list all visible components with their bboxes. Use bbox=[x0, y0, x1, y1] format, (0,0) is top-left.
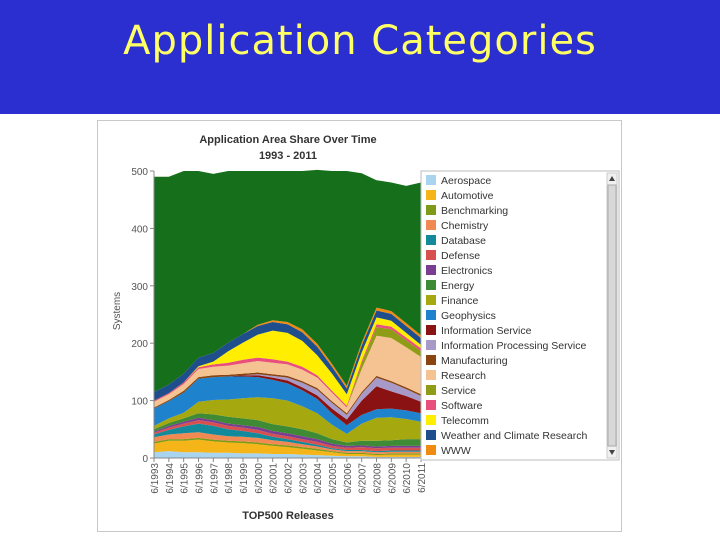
y-tick-label: 100 bbox=[131, 397, 148, 408]
area-series-19 bbox=[154, 169, 421, 392]
x-tick-label: 6/2007 bbox=[358, 463, 369, 494]
legend-swatch bbox=[426, 295, 436, 305]
legend-item-label[interactable]: WWW bbox=[441, 445, 471, 457]
legend-item-label[interactable]: Finance bbox=[441, 295, 479, 307]
legend-item-label[interactable]: Automotive bbox=[441, 190, 494, 202]
area-series-13 bbox=[154, 335, 421, 414]
area-series-4 bbox=[154, 423, 421, 453]
area-series-5 bbox=[154, 420, 421, 452]
x-tick-label: 6/2006 bbox=[343, 463, 354, 494]
x-tick-label: 6/2001 bbox=[269, 463, 280, 494]
legend-swatch bbox=[426, 355, 436, 365]
x-tick-label: 6/2004 bbox=[313, 463, 324, 494]
legend-item-label[interactable]: Defense bbox=[441, 250, 480, 262]
chart-title: Application Area Share Over Time bbox=[199, 134, 376, 146]
x-tick-label: 6/1993 bbox=[150, 463, 161, 494]
legend-swatch bbox=[426, 430, 436, 440]
legend-item-label[interactable]: Database bbox=[441, 235, 486, 247]
area-series-1 bbox=[154, 439, 421, 457]
y-tick-label: 200 bbox=[131, 339, 148, 350]
legend-swatch bbox=[426, 250, 436, 260]
area-series-16 bbox=[154, 317, 421, 406]
x-tick-label: 6/2002 bbox=[284, 463, 295, 494]
x-tick-label: 6/2005 bbox=[328, 463, 339, 494]
y-tick-label: 500 bbox=[131, 167, 148, 178]
area-series-3 bbox=[154, 432, 421, 454]
area-series-12 bbox=[154, 372, 421, 415]
legend-item-label[interactable]: Research bbox=[441, 370, 486, 382]
legend-item-label[interactable]: Software bbox=[441, 400, 483, 412]
area-series-14 bbox=[154, 327, 421, 408]
legend-swatch bbox=[426, 190, 436, 200]
area-layers bbox=[154, 169, 421, 458]
legend-swatch bbox=[426, 400, 436, 410]
legend-swatch bbox=[426, 385, 436, 395]
x-tick-label: 6/2003 bbox=[298, 463, 309, 494]
legend-swatch bbox=[426, 265, 436, 275]
legend-box bbox=[420, 170, 620, 461]
area-series-2 bbox=[154, 437, 421, 456]
area-series-10 bbox=[154, 375, 421, 426]
y-tick-label: 400 bbox=[131, 224, 148, 235]
legend-scroll-thumb[interactable] bbox=[607, 184, 617, 447]
legend-swatch bbox=[426, 220, 436, 230]
legend-swatch bbox=[426, 325, 436, 335]
legend-item-label[interactable]: Aerospace bbox=[441, 175, 491, 187]
legend-item-label[interactable]: Telecomm bbox=[441, 415, 489, 427]
legend-item-label[interactable]: Geophysics bbox=[441, 310, 496, 322]
area-series-9 bbox=[154, 376, 421, 434]
y-tick-label: 300 bbox=[131, 282, 148, 293]
scroll-up-icon[interactable] bbox=[609, 176, 615, 181]
x-tick-label: 6/2009 bbox=[387, 463, 398, 494]
legend-swatch bbox=[426, 175, 436, 185]
legend-item-label[interactable]: Weather and Climate Research bbox=[441, 430, 587, 442]
legend-item-label[interactable]: Service bbox=[441, 385, 476, 397]
x-tick-label: 6/1999 bbox=[239, 463, 250, 494]
chart-panel: Application Area Share Over Time 1993 - … bbox=[97, 120, 622, 532]
legend-swatch bbox=[426, 445, 436, 455]
x-axis-title: TOP500 Releases bbox=[242, 510, 334, 522]
legend-item-label[interactable]: Chemistry bbox=[441, 220, 489, 232]
axes: 0 100 200 300 400 500 6/1993 6/1994 6/1995 6/1996… bbox=[131, 167, 428, 494]
x-tick-label: 6/1998 bbox=[224, 463, 235, 494]
x-tick-label: 6/1996 bbox=[195, 463, 206, 494]
legend-item-label[interactable]: Electronics bbox=[441, 265, 492, 277]
x-tick-label: 6/2008 bbox=[373, 463, 384, 494]
legend-swatch bbox=[426, 340, 436, 350]
legend: Aerospace Automotive Benchmarking Chemistry… bbox=[420, 170, 620, 461]
area-series-11 bbox=[154, 374, 421, 420]
area-series-15 bbox=[154, 324, 421, 408]
stacked-area-chart: Application Area Share Over Time 1993 - … bbox=[112, 134, 620, 522]
area-series-7 bbox=[154, 413, 421, 447]
legend-swatch bbox=[426, 415, 436, 425]
area-series-0 bbox=[154, 451, 421, 458]
y-axis-title: Systems bbox=[112, 292, 123, 330]
scroll-down-icon[interactable] bbox=[609, 450, 615, 455]
x-tick-label: 6/1995 bbox=[180, 463, 191, 494]
legend-swatch bbox=[426, 205, 436, 215]
slide-title: Application Categories bbox=[123, 18, 597, 64]
x-tick-label: 6/1994 bbox=[165, 463, 176, 494]
legend-item-label[interactable]: Benchmarking bbox=[441, 205, 508, 217]
x-tick-label: 6/2000 bbox=[254, 463, 265, 494]
legend-swatch bbox=[426, 370, 436, 380]
legend-swatch bbox=[426, 310, 436, 320]
legend-swatch bbox=[426, 235, 436, 245]
x-tick-label: 6/1997 bbox=[209, 463, 220, 494]
area-series-17 bbox=[154, 310, 421, 401]
legend-item-label[interactable]: Energy bbox=[441, 280, 475, 292]
area-series-18 bbox=[154, 307, 421, 392]
legend-item-label[interactable]: Information Service bbox=[441, 325, 532, 337]
y-tick-label: 0 bbox=[142, 454, 148, 465]
legend-item-label[interactable]: Manufacturing bbox=[441, 355, 508, 367]
area-series-8 bbox=[154, 397, 421, 443]
slide-header bbox=[0, 0, 720, 114]
legend-swatch bbox=[426, 280, 436, 290]
x-tick-label: 6/2010 bbox=[402, 463, 413, 494]
chart-subtitle: 1993 - 2011 bbox=[259, 150, 317, 162]
legend-item-label[interactable]: Information Processing Service bbox=[441, 340, 586, 352]
x-tick-label: 6/2011 bbox=[417, 463, 428, 493]
